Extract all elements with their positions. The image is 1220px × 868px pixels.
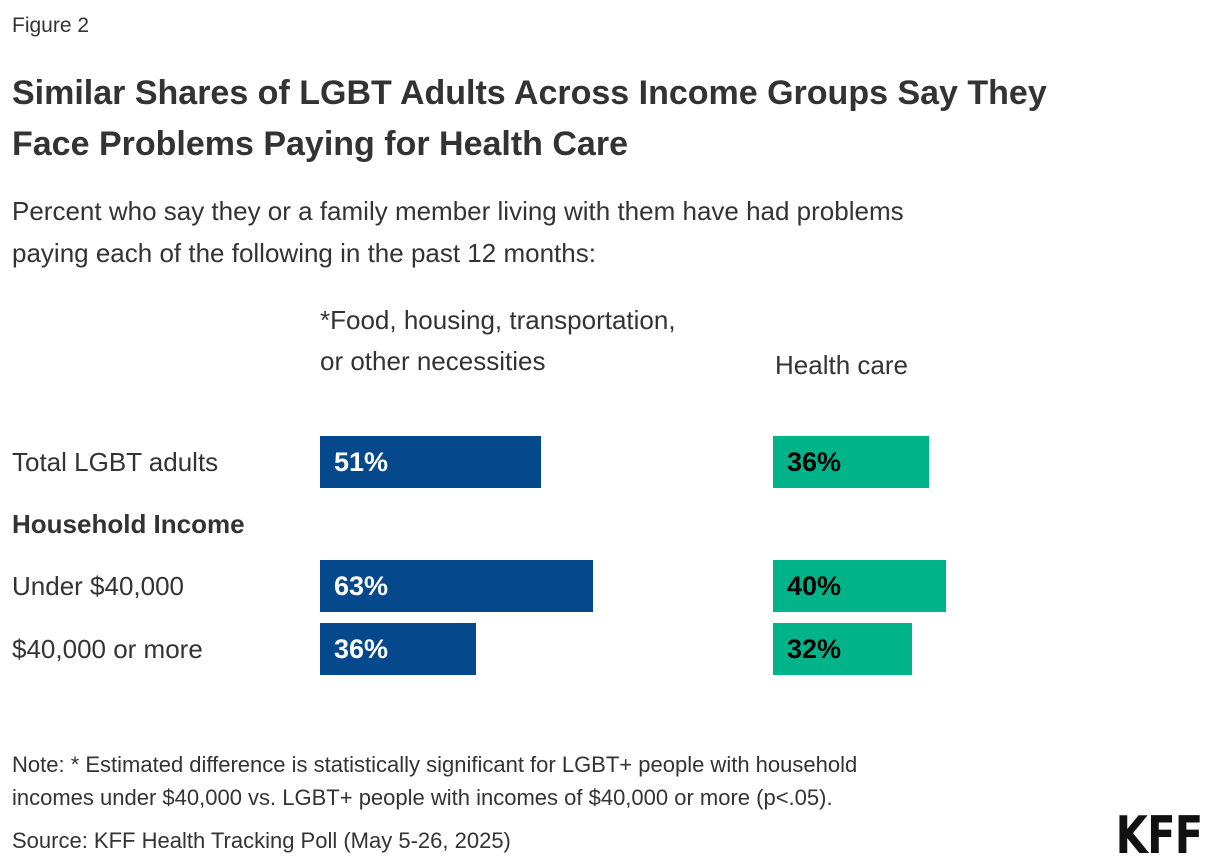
bar-chart: Total LGBT adults 51% 36% Household Income U… — [12, 436, 1220, 675]
bar-track-necessities: 63% — [320, 560, 773, 612]
bar-health-care: 32% — [773, 623, 912, 675]
bar-necessities: 51% — [320, 436, 541, 488]
chart-subtitle-line-1: Percent who say they or a family member … — [12, 196, 904, 226]
bar-value-label: 36% — [787, 446, 842, 477]
column-header-necessities: *Food, housing, transportation, or other… — [320, 305, 676, 376]
bar-track-necessities: 36% — [320, 623, 773, 675]
chart-subtitle-line-2: paying each of the following in the past… — [12, 238, 596, 268]
category-label: Under $40,000 — [12, 570, 185, 601]
bar-value-label: 63% — [334, 570, 389, 601]
bar-health-care: 36% — [773, 436, 929, 488]
chart-row: Total LGBT adults 51% 36% — [12, 436, 1220, 488]
chart-title: Similar Shares of LGBT Adults Across Inc… — [12, 68, 1212, 170]
bar-track-health-care: 36% — [773, 436, 1220, 488]
bar-track-health-care: 40% — [773, 560, 1220, 612]
note-line-2: incomes under $40,000 vs. LGBT+ people w… — [12, 785, 833, 810]
bar-value-label: 32% — [787, 633, 842, 664]
bar-necessities: 63% — [320, 560, 593, 612]
section-header-household-income: Household Income — [12, 508, 245, 539]
note-line-1: Note: * Estimated difference is statisti… — [12, 752, 858, 777]
chart-row: Under $40,000 63% 40% — [12, 560, 1220, 612]
kff-logo: KFF — [1115, 806, 1202, 866]
source-text: Source: KFF Health Tracking Poll (May 5-… — [12, 828, 511, 853]
bar-value-label: 36% — [334, 633, 389, 664]
chart-row: $40,000 or more 36% 32% — [12, 623, 1220, 675]
bar-value-label: 51% — [334, 446, 389, 477]
column-header-health-care: Health care — [775, 350, 908, 380]
bar-value-label: 40% — [787, 570, 842, 601]
chart-title-line-1: Similar Shares of LGBT Adults Across Inc… — [12, 74, 1047, 112]
bar-health-care: 40% — [773, 560, 946, 612]
chart-title-line-2: Face Problems Paying for Health Care — [12, 125, 628, 163]
note-text: Note: * Estimated difference is statisti… — [12, 748, 1112, 814]
chart-subtitle: Percent who say they or a family member … — [12, 190, 1202, 274]
figure-label: Figure 2 — [12, 14, 90, 37]
category-label: Total LGBT adults — [12, 446, 219, 477]
bar-track-health-care: 32% — [773, 623, 1220, 675]
category-label: $40,000 or more — [12, 633, 203, 664]
bar-necessities: 36% — [320, 623, 476, 675]
bar-track-necessities: 51% — [320, 436, 773, 488]
